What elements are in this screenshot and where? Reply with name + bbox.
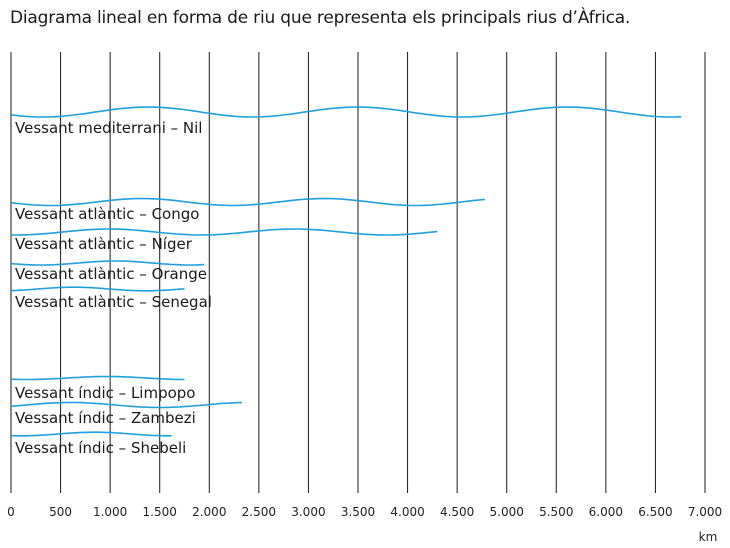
x-tick-label: 1.000 [93, 505, 127, 519]
x-tick-label: 1.500 [143, 505, 177, 519]
x-tick-label: 0 [7, 505, 15, 519]
river-line-4 [10, 260, 205, 266]
river-label: Vessant atlàntic – Orange [15, 265, 207, 283]
river-line-8 [10, 431, 172, 437]
river-line-5 [11, 286, 185, 292]
river-label: Vessant índic – Limpopo [15, 384, 195, 402]
chart-title: Diagrama lineal en forma de riu que repr… [10, 8, 631, 28]
river-line-2 [10, 197, 485, 207]
x-tick-label: 4.000 [390, 505, 424, 519]
x-tick-label: 6.000 [589, 505, 623, 519]
x-tick-label: 4.500 [440, 505, 474, 519]
river-label: Vessant atlàntic – Senegal [15, 293, 212, 311]
river-lines [10, 106, 682, 437]
river-labels: Vessant mediterrani – Nil Vessant atlànti… [15, 119, 212, 457]
x-tick-label: 6.500 [638, 505, 672, 519]
x-tick-label: 500 [49, 505, 72, 519]
river-label: Vessant índic – Zambezi [15, 409, 196, 427]
river-line-1 [10, 106, 682, 118]
river-label: Vessant mediterrani – Nil [15, 119, 202, 137]
river-label: Vessant índic – Shebeli [15, 439, 186, 457]
x-tick-label: 2.000 [192, 505, 226, 519]
x-tick-label: 5.000 [490, 505, 524, 519]
x-tick-label: 2.500 [242, 505, 276, 519]
x-axis-unit-label: km [699, 530, 718, 544]
river-line-3 [11, 228, 438, 236]
x-tick-label: 7.000 [688, 505, 722, 519]
river-line-7 [10, 401, 242, 409]
x-tick-label: 5.500 [539, 505, 573, 519]
river-label: Vessant atlàntic – Níger [15, 235, 193, 253]
x-tick-label: 3.000 [291, 505, 325, 519]
river-label: Vessant atlàntic – Congo [15, 205, 199, 223]
river-line-6 [10, 375, 185, 381]
grid-lines [10, 52, 706, 493]
x-tick-label: 3.500 [341, 505, 375, 519]
x-axis-ticks: 0 500 1.000 1.500 2.000 2.500 3.000 3.500 4.000 4… [7, 505, 722, 519]
